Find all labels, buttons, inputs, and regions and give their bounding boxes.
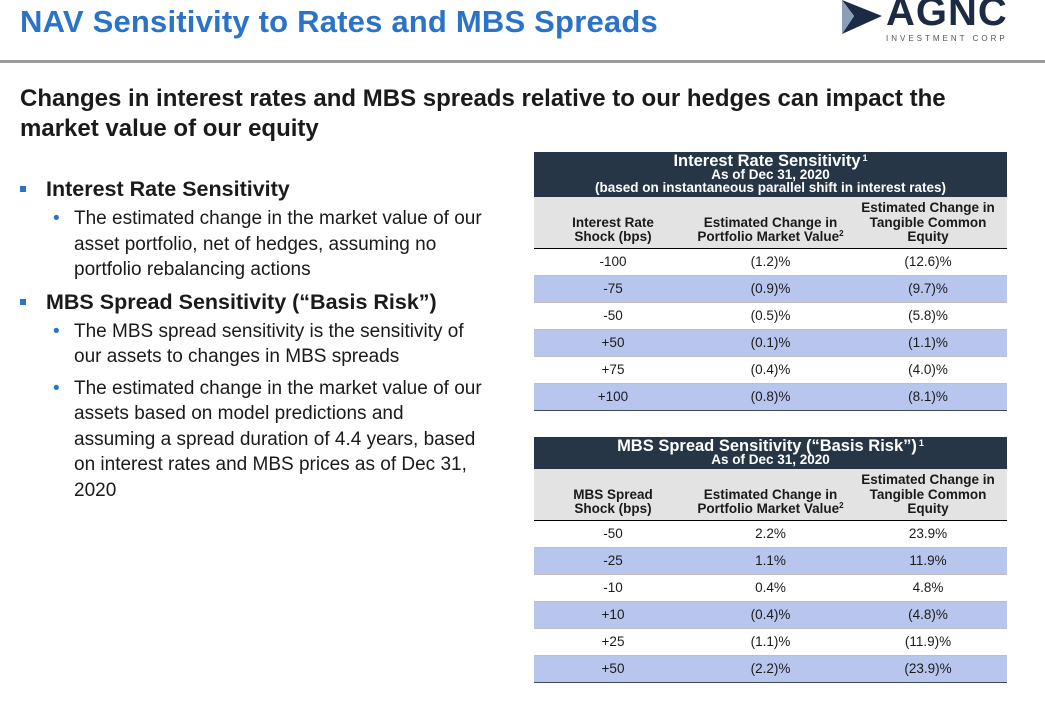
table-note: (based on instantaneous parallel shift i… [534,181,1007,197]
equity-change-cell: 4.8% [849,574,1007,602]
table-asof: As of Dec 31, 2020 [534,453,1007,469]
table-row: +50 (2.2)% (23.9)% [534,655,1007,683]
equity-change-cell: (9.7)% [849,275,1007,303]
shock-cell: +10 [534,601,692,629]
equity-change-cell: 23.9% [849,520,1007,548]
logo-subtitle: INVESTMENT CORP [886,34,1008,43]
bullet-list: Interest Rate Sensitivity • The estimate… [20,176,490,509]
column-header-text: Estimated Change in Portfolio Market Val… [697,486,840,516]
page-title: NAV Sensitivity to Rates and MBS Spreads [20,4,658,39]
column-header: Estimated Change in Portfolio Market Val… [692,197,849,249]
portfolio-change-cell: (0.9)% [692,275,849,303]
shock-cell: -50 [534,302,692,330]
portfolio-change-cell: (2.2)% [692,655,849,683]
table-row: -25 1.1% 11.9% [534,547,1007,575]
table-asof: As of Dec 31, 2020 [534,168,1007,181]
sub-bullet: • The estimated change in the market val… [20,376,490,504]
bullet-heading: Interest Rate Sensitivity [46,177,290,201]
column-header: Interest Rate Shock (bps) [534,197,692,249]
agnc-logo: AGNC INVESTMENT CORP [836,0,1045,46]
equity-change-cell: (11.9)% [849,628,1007,656]
equity-change-cell: (1.1)% [849,329,1007,357]
title-divider [0,60,1045,63]
column-header-text: Estimated Change in Tangible Common Equi… [861,472,995,516]
shock-cell: -50 [534,520,692,548]
column-header: Estimated Change in Tangible Common Equi… [849,197,1007,249]
portfolio-change-cell: (1.2)% [692,248,849,276]
equity-change-cell: (12.6)% [849,248,1007,276]
footnote-marker: 1 [918,438,924,448]
column-header-text: MBS Spread Shock (bps) [573,486,653,516]
table-row: +100 (0.8)% (8.1)% [534,383,1007,411]
sub-bullet-text: The estimated change in the market value… [74,208,482,280]
portfolio-change-cell: (0.4)% [692,601,849,629]
dot-bullet-icon: • [53,320,60,342]
sub-bullet: • The estimated change in the market val… [20,206,490,283]
shock-cell: +75 [534,356,692,384]
table-row: +10 (0.4)% (4.8)% [534,601,1007,629]
column-header: MBS Spread Shock (bps) [534,469,692,521]
table-row: -100 (1.2)% (12.6)% [534,248,1007,276]
shock-cell: +100 [534,383,692,411]
footnote-marker: 1 [862,153,868,163]
shock-cell: +50 [534,655,692,683]
portfolio-change-cell: 2.2% [692,520,849,548]
table-row: +75 (0.4)% (4.0)% [534,356,1007,384]
table-row: +50 (0.1)% (1.1)% [534,329,1007,357]
shock-cell: +25 [534,628,692,656]
equity-change-cell: (5.8)% [849,302,1007,330]
table-row: -10 0.4% 4.8% [534,574,1007,602]
mbs-spread-table: MBS Spread Sensitivity (“Basis Risk”) 1 A… [534,437,1007,683]
equity-change-cell: 11.9% [849,547,1007,575]
dot-bullet-icon: • [53,208,60,229]
column-header-text: Estimated Change in Portfolio Market Val… [697,214,840,244]
square-bullet-icon [20,298,26,305]
footnote-marker: 2 [839,501,844,510]
equity-change-cell: (23.9)% [849,655,1007,683]
equity-change-cell: (8.1)% [849,383,1007,411]
footnote-marker: 2 [839,229,844,238]
dot-bullet-icon: • [53,377,60,399]
bullet-interest-rate: Interest Rate Sensitivity [20,176,490,202]
interest-rate-table: Interest Rate Sensitivity 1 As of Dec 31,… [534,152,1007,411]
shock-cell: -25 [534,547,692,575]
table-title: Interest Rate Sensitivity 1 [534,152,1007,170]
shock-cell: -10 [534,574,692,602]
portfolio-change-cell: 0.4% [692,574,849,602]
table-row: -50 2.2% 23.9% [534,520,1007,548]
equity-change-cell: (4.8)% [849,601,1007,629]
portfolio-change-cell: 1.1% [692,547,849,575]
table-row: -75 (0.9)% (9.7)% [534,275,1007,303]
column-header-text: Estimated Change in Tangible Common Equi… [861,200,995,244]
table-title-text: Interest Rate Sensitivity [673,152,861,170]
table-title: MBS Spread Sensitivity (“Basis Risk”) 1 [534,437,1007,455]
portfolio-change-cell: (0.5)% [692,302,849,330]
portfolio-change-cell: (0.1)% [692,329,849,357]
square-bullet-icon [20,186,26,192]
shock-cell: +50 [534,329,692,357]
portfolio-change-cell: (1.1)% [692,628,849,656]
portfolio-change-cell: (0.8)% [692,383,849,411]
bullet-mbs-spread: MBS Spread Sensitivity (“Basis Risk”) [20,289,490,315]
equity-change-cell: (4.0)% [849,356,1007,384]
sub-bullet: • The MBS spread sensitivity is the sens… [20,319,490,370]
table-title-text: MBS Spread Sensitivity (“Basis Risk”) [617,437,917,455]
bullet-heading: MBS Spread Sensitivity (“Basis Risk”) [46,289,437,314]
column-header-text: Interest Rate Shock (bps) [572,214,654,244]
portfolio-change-cell: (0.4)% [692,356,849,384]
shock-cell: -100 [534,248,692,276]
table-row: -50 (0.5)% (5.8)% [534,302,1007,330]
sub-bullet-text: The MBS spread sensitivity is the sensit… [74,320,464,368]
shock-cell: -75 [534,275,692,303]
sub-bullet-text: The estimated change in the market value… [74,377,482,501]
table-row: +25 (1.1)% (11.9)% [534,628,1007,656]
logo-mark-icon [842,0,882,34]
column-header-row: MBS Spread Shock (bps) Estimated Change … [534,469,1007,521]
logo-wordmark: AGNC [886,0,1008,34]
column-header-row: Interest Rate Shock (bps) Estimated Chan… [534,197,1007,249]
column-header: Estimated Change in Portfolio Market Val… [692,469,849,521]
column-header: Estimated Change in Tangible Common Equi… [849,469,1007,521]
slide-subtitle: Changes in interest rates and MBS spread… [20,85,946,142]
